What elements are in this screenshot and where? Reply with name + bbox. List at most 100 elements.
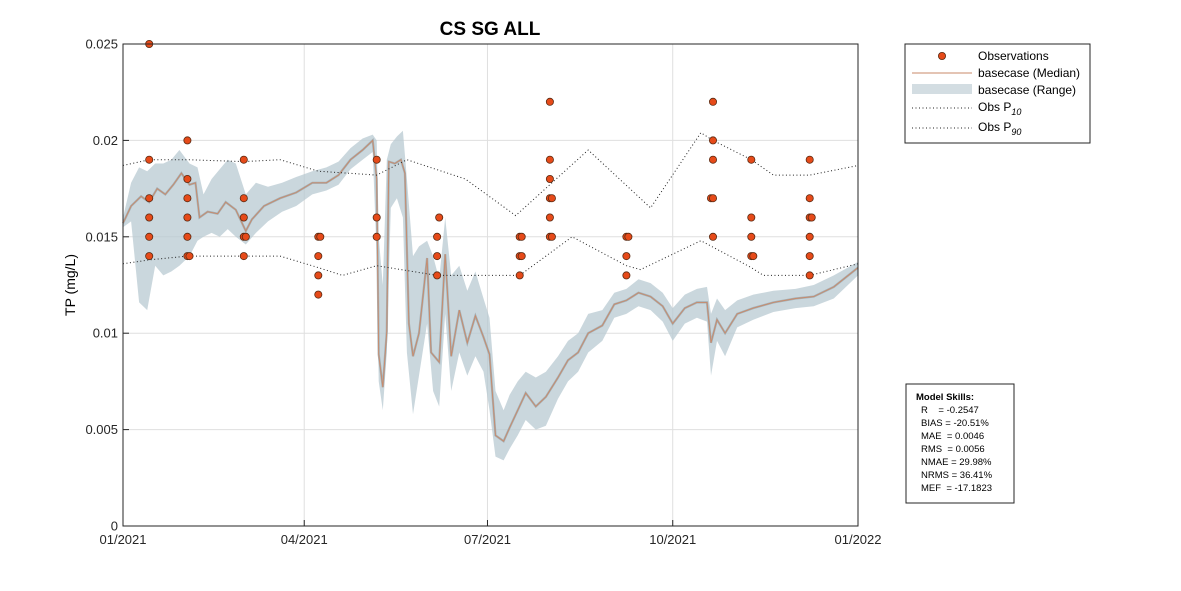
observation-point (183, 136, 192, 145)
x-tick-label: 10/2021 (649, 532, 696, 547)
observation-point (517, 232, 526, 241)
range-area (123, 130, 858, 461)
observation-point (183, 174, 192, 183)
legend: Observations basecase (Median) basecase … (904, 43, 1091, 144)
observation-point (624, 232, 633, 241)
observation-point (805, 194, 814, 203)
observation-point (805, 252, 814, 261)
plot-area (123, 44, 858, 526)
observation-point (709, 232, 718, 241)
observation-point (372, 232, 381, 241)
x-tick-label: 07/2021 (464, 532, 511, 547)
observation-point (145, 232, 154, 241)
legend-observation-marker (938, 52, 947, 61)
legend-label-p90: Obs P90 (978, 120, 1021, 137)
range-area-layer (123, 130, 858, 461)
observation-point (805, 155, 814, 164)
tick-labels: 0 0.005 0.01 0.015 0.02 0.025 01/2021 04/2021 07… (85, 37, 881, 548)
observation-point (145, 252, 154, 261)
model-skills-title: Model Skills: (916, 392, 974, 403)
observation-point (709, 194, 718, 203)
observation-point (314, 252, 323, 261)
observations-layer (145, 40, 816, 299)
observation-point (433, 271, 442, 280)
observation-point (547, 232, 556, 241)
model-skills-box: Model Skills: R = -0.2547 BIAS = -20.51%… (905, 383, 1015, 504)
observation-point (316, 232, 325, 241)
legend-label-range: basecase (Range) (978, 83, 1076, 97)
observation-point (239, 194, 248, 203)
model-skills-bias: BIAS = -20.51% (921, 418, 989, 429)
p10-line (122, 236, 859, 276)
y-tick-label: 0.015 (85, 229, 118, 244)
model-skills-frame (905, 383, 1015, 504)
observation-point (807, 213, 816, 222)
model-skills-nmae: NMAE = 29.98% (921, 457, 992, 468)
observation-point (183, 194, 192, 203)
observation-point (372, 155, 381, 164)
legend-label-p90-text: Obs P (978, 120, 1011, 134)
plot-frame (122, 43, 859, 527)
observation-point (709, 155, 718, 164)
observation-point (183, 232, 192, 241)
x-tick-label: 04/2021 (281, 532, 328, 547)
observation-point (145, 213, 154, 222)
y-tick-label: 0.02 (93, 133, 118, 148)
observation-point (545, 174, 554, 183)
legend-label-p10-text: Obs P (978, 100, 1011, 114)
observation-point (545, 213, 554, 222)
y-tick-label: 0.005 (85, 422, 118, 437)
observation-point (517, 252, 526, 261)
observation-point (145, 155, 154, 164)
observation-point (622, 271, 631, 280)
percentile-lines-layer (122, 132, 859, 276)
observation-point (372, 213, 381, 222)
observation-point (433, 232, 442, 241)
observation-point (547, 194, 556, 203)
observation-point (435, 213, 444, 222)
observation-point (805, 232, 814, 241)
x-tick-label: 01/2022 (835, 532, 882, 547)
observation-point (747, 155, 756, 164)
p90-line (122, 132, 859, 217)
observation-point (622, 252, 631, 261)
model-skills-r: R = -0.2547 (921, 405, 979, 416)
observation-point (145, 194, 154, 203)
observation-point (747, 232, 756, 241)
observation-point (747, 213, 756, 222)
observation-point (314, 290, 323, 299)
y-tick-label: 0 (111, 519, 118, 534)
observation-point (805, 271, 814, 280)
y-axis-title: TP (mg/L) (62, 254, 78, 316)
legend-range-patch (912, 84, 972, 94)
x-tick-label: 01/2021 (100, 532, 147, 547)
observation-point (314, 271, 323, 280)
median-line-layer (122, 138, 859, 443)
observation-point (545, 155, 554, 164)
observation-point (433, 252, 442, 261)
model-skills-rms: RMS = 0.0056 (921, 444, 985, 455)
model-skills-nrms: NRMS = 36.41% (921, 470, 993, 481)
observation-point (241, 232, 250, 241)
chart-title: CS SG ALL (440, 19, 541, 40)
observation-point (749, 252, 758, 261)
legend-label-p10-sub: 10 (1011, 107, 1021, 117)
observation-point (239, 155, 248, 164)
legend-label-median: basecase (Median) (978, 66, 1080, 80)
observation-point (239, 213, 248, 222)
legend-label-p90-sub: 90 (1011, 127, 1021, 137)
observation-point (185, 252, 194, 261)
observation-point (515, 271, 524, 280)
observation-point (545, 97, 554, 106)
legend-label-observations: Observations (978, 49, 1049, 63)
observation-point (709, 136, 718, 145)
y-tick-label: 0.01 (93, 326, 118, 341)
model-skills-mae: MAE = 0.0046 (921, 431, 984, 442)
legend-label-p10: Obs P10 (978, 100, 1021, 117)
observation-point (709, 97, 718, 106)
y-tick-label: 0.025 (85, 37, 118, 52)
model-skills-mef: MEF = -17.1823 (921, 483, 992, 494)
median-line (122, 139, 859, 442)
observation-point (183, 213, 192, 222)
